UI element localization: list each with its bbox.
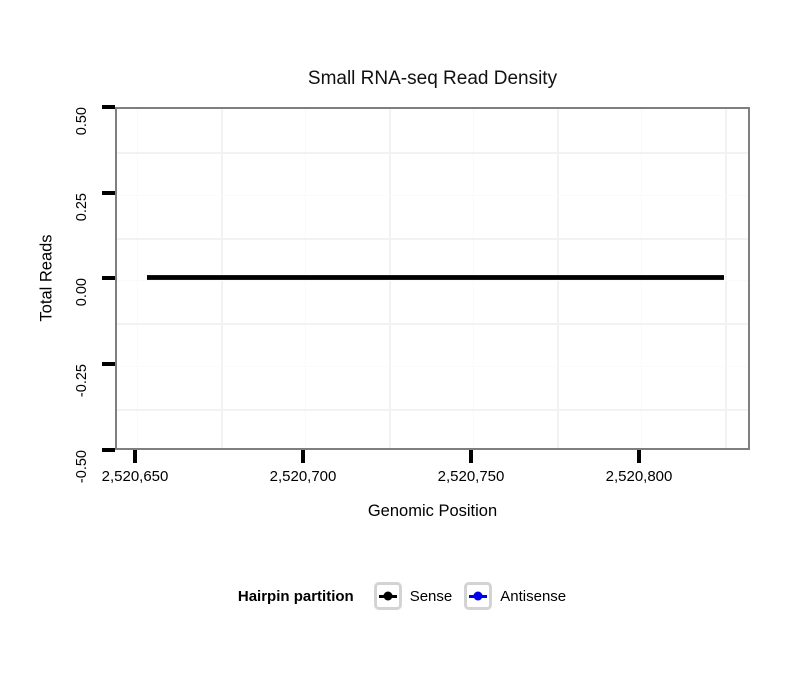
legend: Hairpin partition Sense Antisense bbox=[0, 580, 810, 612]
y-tick-label: 0.00 bbox=[74, 278, 90, 307]
x-axis-tick bbox=[301, 450, 305, 463]
x-axis-tick bbox=[637, 450, 641, 463]
y-axis-tick bbox=[102, 276, 115, 280]
y-axis-tick bbox=[102, 362, 115, 366]
x-tick-label: 2,520,750 bbox=[437, 468, 505, 485]
plot-panel bbox=[115, 107, 750, 450]
gridline-horizontal bbox=[117, 152, 748, 154]
legend-entry-label: Antisense bbox=[500, 587, 567, 605]
y-axis-tick bbox=[102, 105, 115, 109]
legend-entry-sense: Sense bbox=[373, 582, 453, 610]
antisense-point-icon bbox=[473, 591, 483, 601]
gridline-horizontal bbox=[117, 409, 748, 411]
gridline-horizontal-major bbox=[117, 195, 748, 196]
gridline-horizontal-major bbox=[117, 280, 748, 281]
x-tick-label: 2,520,650 bbox=[101, 468, 169, 485]
x-axis-tick bbox=[469, 450, 473, 463]
series-line-sense bbox=[147, 276, 724, 279]
gridline-horizontal bbox=[117, 238, 748, 240]
legend-key-antisense bbox=[464, 582, 493, 610]
y-axis-tick bbox=[102, 191, 115, 195]
sense-point-icon bbox=[383, 591, 393, 601]
y-axis-tick bbox=[102, 448, 115, 452]
x-tick-label: 2,520,700 bbox=[269, 468, 337, 485]
gridline-vertical-major bbox=[137, 109, 138, 448]
legend-entry-antisense: Antisense bbox=[464, 582, 566, 610]
x-tick-label: 2,520,800 bbox=[605, 468, 673, 485]
y-tick-label: 0.50 bbox=[74, 107, 90, 136]
legend-entry-label: Sense bbox=[409, 587, 453, 605]
y-axis-title: Total Reads bbox=[37, 234, 56, 322]
gridline-vertical bbox=[725, 109, 727, 448]
gridline-horizontal bbox=[117, 323, 748, 325]
gridline-horizontal-major bbox=[117, 366, 748, 367]
x-axis-title: Genomic Position bbox=[367, 502, 498, 520]
y-tick-label: 0.25 bbox=[74, 193, 90, 222]
chart-title: Small RNA-seq Read Density bbox=[307, 68, 558, 89]
legend-key-sense bbox=[373, 582, 402, 610]
y-tick-label: -0.50 bbox=[74, 450, 90, 484]
y-tick-label: -0.25 bbox=[74, 364, 90, 398]
legend-title: Hairpin partition bbox=[237, 587, 354, 605]
x-axis-tick bbox=[133, 450, 137, 463]
